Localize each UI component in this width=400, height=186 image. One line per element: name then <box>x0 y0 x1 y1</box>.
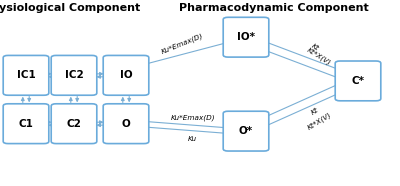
Text: Physiological Component: Physiological Component <box>0 3 141 13</box>
Text: O: O <box>122 119 130 129</box>
FancyBboxPatch shape <box>51 104 97 144</box>
Text: C2: C2 <box>66 119 82 129</box>
Text: O*: O* <box>239 126 253 136</box>
FancyBboxPatch shape <box>3 55 49 95</box>
Text: IO*: IO* <box>237 32 255 42</box>
FancyBboxPatch shape <box>103 104 149 144</box>
Text: Kt: Kt <box>310 107 320 116</box>
Text: IC1: IC1 <box>17 70 35 80</box>
Text: C1: C1 <box>18 119 34 129</box>
Text: Ku: Ku <box>188 136 197 142</box>
Text: IO: IO <box>120 70 132 80</box>
FancyBboxPatch shape <box>223 111 269 151</box>
FancyBboxPatch shape <box>3 104 49 144</box>
Text: Kt*X(V): Kt*X(V) <box>306 47 332 67</box>
Text: C*: C* <box>352 76 364 86</box>
Text: Kt*X(V): Kt*X(V) <box>306 111 332 131</box>
Text: Kt: Kt <box>310 43 320 52</box>
Text: Ku*Emax(D): Ku*Emax(D) <box>160 32 204 55</box>
FancyBboxPatch shape <box>51 55 97 95</box>
FancyBboxPatch shape <box>103 55 149 95</box>
FancyBboxPatch shape <box>223 17 269 57</box>
Text: Ku*Emax(D): Ku*Emax(D) <box>170 115 215 121</box>
FancyBboxPatch shape <box>335 61 381 101</box>
Text: IC2: IC2 <box>65 70 83 80</box>
Text: Pharmacodynamic Component: Pharmacodynamic Component <box>179 3 369 13</box>
